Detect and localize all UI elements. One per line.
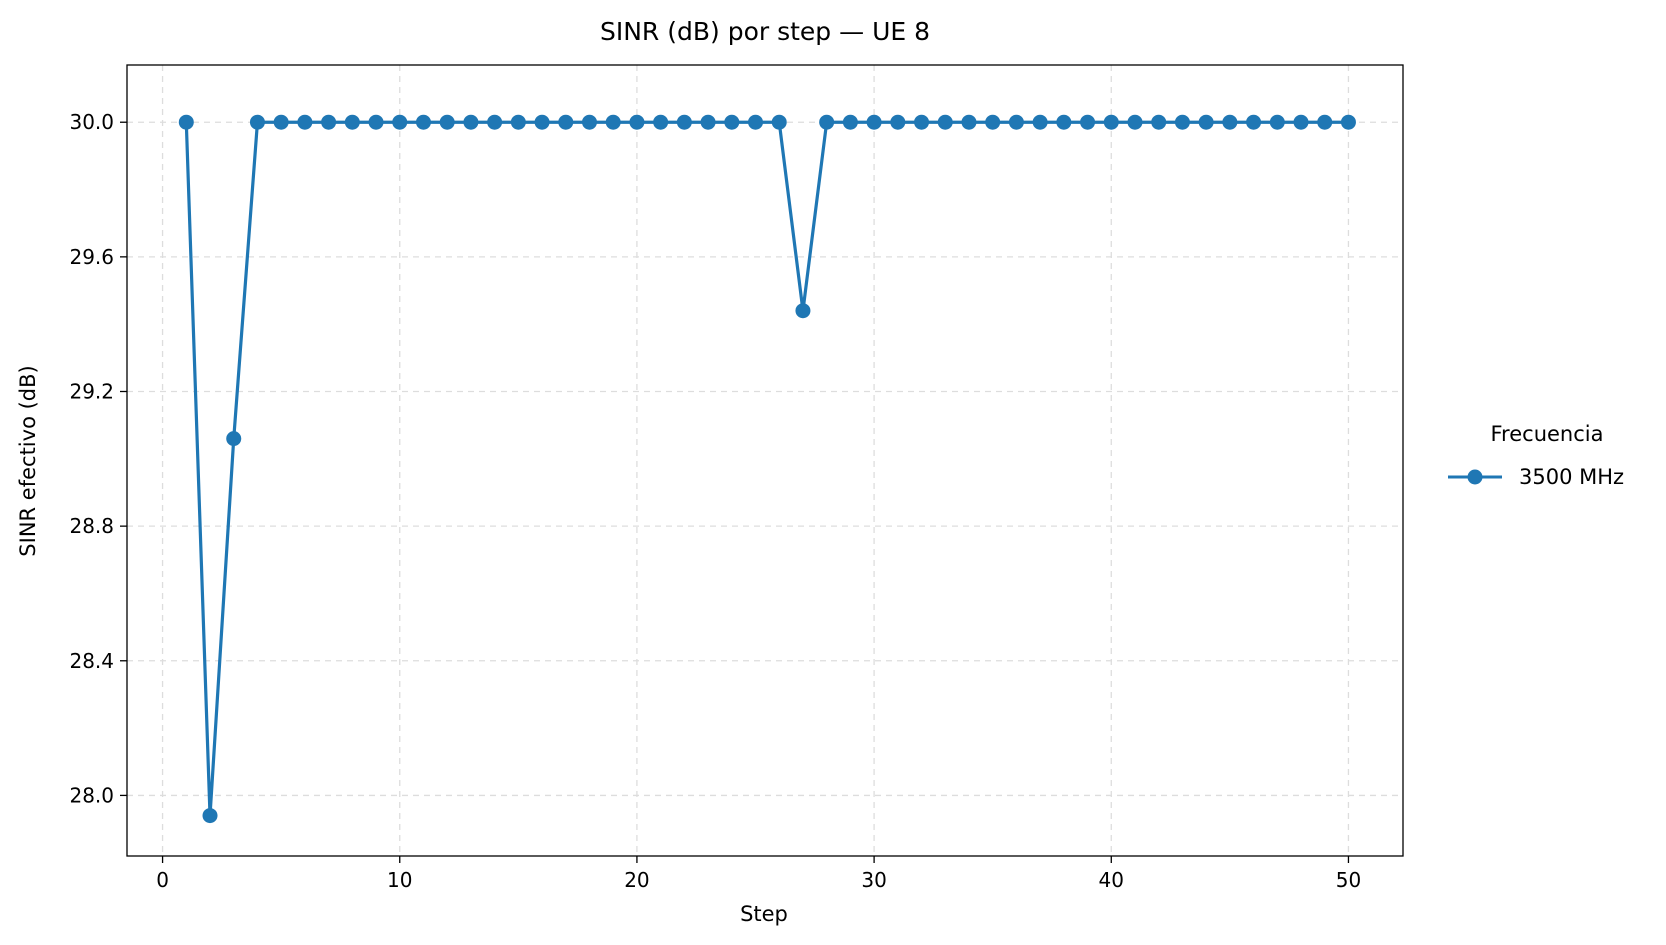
data-point [1317, 114, 1333, 130]
data-point [1198, 114, 1214, 130]
data-point [1127, 114, 1143, 130]
data-point [1222, 114, 1238, 130]
data-point [914, 114, 930, 130]
data-point [819, 114, 835, 130]
data-point [866, 114, 882, 130]
data-point [1032, 114, 1048, 130]
data-point [842, 114, 858, 130]
data-point [605, 114, 621, 130]
legend-entry-label: 3500 MHz [1519, 465, 1624, 489]
data-point [1293, 114, 1309, 130]
data-point [629, 114, 645, 130]
data-point [1056, 114, 1072, 130]
data-series-layer [178, 114, 1356, 824]
legend: Frecuencia 3500 MHz [1448, 422, 1624, 489]
data-point [700, 114, 716, 130]
data-point [985, 114, 1001, 130]
data-point [890, 114, 906, 130]
x-tick-label: 50 [1336, 868, 1361, 892]
data-point [1008, 114, 1024, 130]
data-point [1103, 114, 1119, 130]
data-point [226, 431, 242, 447]
data-point [771, 114, 787, 130]
y-tick-label: 28.8 [69, 514, 114, 538]
data-point [581, 114, 597, 130]
data-point [344, 114, 360, 130]
data-point [961, 114, 977, 130]
data-point [439, 114, 455, 130]
y-axis-title: SINR efectivo (dB) [16, 365, 40, 556]
data-point [202, 808, 218, 824]
x-tick-label: 30 [861, 868, 886, 892]
x-tick-label: 40 [1099, 868, 1124, 892]
data-point [392, 114, 408, 130]
x-tick-label: 20 [624, 868, 649, 892]
data-point [178, 114, 194, 130]
y-tick-label: 28.4 [69, 649, 114, 673]
x-tick-label: 10 [387, 868, 412, 892]
data-point [510, 114, 526, 130]
y-tick-label: 28.0 [69, 783, 114, 807]
data-point [795, 303, 811, 319]
data-point [534, 114, 550, 130]
data-point [724, 114, 740, 130]
data-point [1151, 114, 1167, 130]
data-point [1080, 114, 1096, 130]
axis-ticks: 0 10 20 30 40 50 28.0 28.4 28.8 29.2 29.6 30.0 [69, 110, 1361, 892]
data-point [653, 114, 669, 130]
data-point [463, 114, 479, 130]
y-tick-label: 30.0 [69, 110, 114, 134]
data-point [321, 114, 337, 130]
data-point [1246, 114, 1262, 130]
data-point [1269, 114, 1285, 130]
data-point [415, 114, 431, 130]
data-point [487, 114, 503, 130]
data-point [558, 114, 574, 130]
legend-marker-sample [1467, 469, 1483, 485]
y-tick-label: 29.2 [69, 379, 114, 403]
legend-title: Frecuencia [1491, 422, 1604, 446]
data-point [937, 114, 953, 130]
chart-title: SINR (dB) por step — UE 8 [600, 17, 930, 46]
data-point [676, 114, 692, 130]
data-point [249, 114, 265, 130]
x-axis-title: Step [740, 902, 788, 926]
data-point [1340, 114, 1356, 130]
data-point [1174, 114, 1190, 130]
y-tick-label: 29.6 [69, 245, 114, 269]
data-point [368, 114, 384, 130]
data-point [748, 114, 764, 130]
data-point [273, 114, 289, 130]
x-tick-label: 0 [156, 868, 169, 892]
data-point [297, 114, 313, 130]
plot-area-frame [126, 64, 1404, 857]
